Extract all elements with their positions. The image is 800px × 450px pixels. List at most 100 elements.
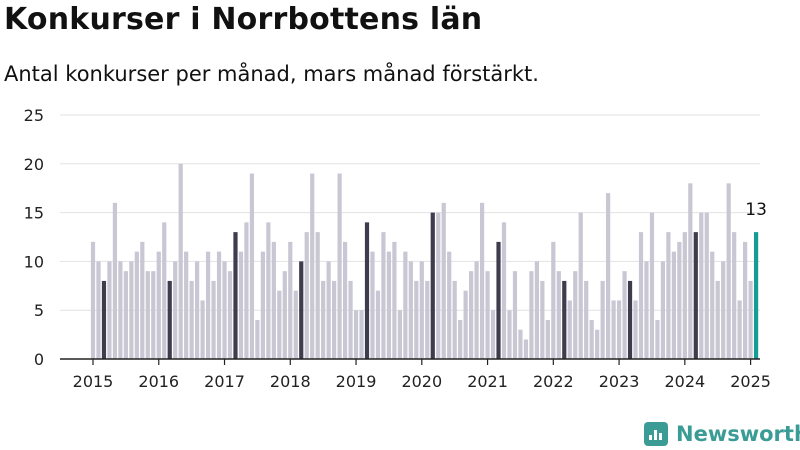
- y-tick-label: 0: [34, 350, 44, 369]
- bar: [184, 251, 189, 359]
- bar: [666, 232, 671, 359]
- bar: [710, 251, 715, 359]
- bar: [430, 212, 435, 359]
- y-tick-label: 5: [34, 301, 44, 320]
- chart-title: Konkurser i Norrbottens län: [4, 2, 483, 37]
- bar: [496, 241, 501, 359]
- x-tick-label: 2016: [138, 372, 179, 391]
- bar: [611, 300, 616, 359]
- bar: [293, 290, 298, 359]
- bar: [649, 212, 655, 359]
- y-tick-label: 20: [24, 155, 44, 174]
- bar: [277, 290, 282, 359]
- chart-subtitle: Antal konkurser per månad, mars månad fö…: [4, 62, 539, 86]
- bar: [551, 241, 556, 359]
- bar: [342, 241, 348, 359]
- bar: [529, 271, 534, 359]
- bar: [644, 261, 649, 359]
- bar: [447, 251, 452, 359]
- bar: [162, 222, 167, 359]
- x-tick-label: 2024: [664, 372, 705, 391]
- bar: [282, 271, 287, 359]
- bar: [469, 271, 474, 359]
- x-tick-label: 2017: [204, 372, 245, 391]
- bar: [227, 271, 233, 359]
- y-tick-label: 25: [24, 106, 44, 125]
- bar: [479, 202, 485, 359]
- bar: [337, 173, 342, 359]
- bar: [732, 232, 737, 359]
- bar: [507, 310, 512, 359]
- bar: [326, 261, 331, 359]
- bar: [134, 251, 139, 359]
- bar: [485, 271, 490, 359]
- x-tick-label: 2022: [533, 372, 574, 391]
- bar: [90, 241, 96, 359]
- bar: [425, 280, 430, 359]
- bar: [699, 212, 704, 359]
- bar: [129, 261, 134, 359]
- x-tick-label: 2018: [270, 372, 311, 391]
- bar: [222, 261, 227, 359]
- bar: [216, 251, 222, 359]
- bar: [244, 222, 249, 359]
- bar: [304, 232, 309, 359]
- bar: [737, 300, 742, 359]
- bar: [205, 251, 211, 359]
- bar: [211, 280, 216, 359]
- bar: [233, 232, 238, 359]
- bar: [156, 251, 161, 359]
- x-tick-label: 2025: [730, 372, 771, 391]
- bar: [260, 251, 265, 359]
- bar: [238, 251, 244, 359]
- bar: [151, 271, 156, 359]
- bar: [107, 261, 112, 359]
- bar: [353, 310, 359, 359]
- y-tick-label: 10: [24, 252, 44, 271]
- bar: [748, 280, 753, 359]
- bar: [375, 290, 381, 359]
- bar: [332, 280, 337, 359]
- bar: [682, 232, 687, 359]
- bar: [381, 232, 386, 359]
- bar: [195, 261, 200, 359]
- bar: [386, 251, 392, 359]
- bar: [743, 241, 748, 359]
- bar: [704, 212, 709, 359]
- bar: [753, 232, 759, 359]
- bar-chart-logo-icon: [644, 422, 668, 446]
- bar: [726, 183, 731, 359]
- bar: [299, 261, 304, 359]
- bar: [101, 280, 107, 359]
- bar: [721, 261, 726, 359]
- bar: [545, 319, 550, 359]
- bar: [671, 251, 676, 359]
- bar: [578, 212, 583, 359]
- bar: [145, 271, 150, 359]
- bar: [523, 339, 529, 359]
- bar: [288, 241, 293, 359]
- x-tick-label: 2023: [599, 372, 640, 391]
- bar: [573, 271, 578, 359]
- bar: [321, 280, 326, 359]
- bar: [616, 300, 622, 359]
- bar: [167, 280, 172, 359]
- bar: [518, 329, 523, 359]
- bar: [677, 241, 682, 359]
- bar: [715, 280, 720, 359]
- bar: [534, 261, 539, 359]
- bar: [173, 261, 178, 359]
- bar: [693, 232, 698, 359]
- newsworthy-logo: Newsworthy: [644, 420, 800, 448]
- bar: [419, 261, 424, 359]
- bar: [627, 280, 633, 359]
- bar: [622, 271, 627, 359]
- bar: [458, 319, 463, 359]
- bar: [348, 280, 353, 359]
- bar: [501, 222, 507, 359]
- bar: [255, 319, 260, 359]
- bar: [178, 163, 183, 359]
- x-tick-label: 2015: [73, 372, 114, 391]
- bar: [595, 329, 600, 359]
